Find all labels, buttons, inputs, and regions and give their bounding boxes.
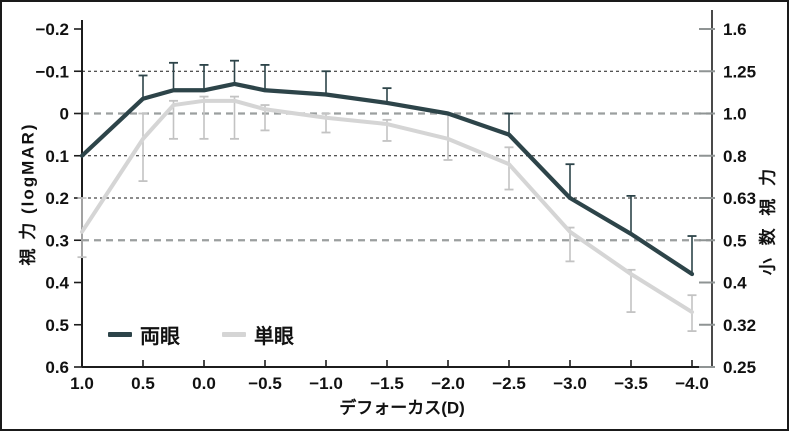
y-left-tick-label: 0.6 [45,358,69,377]
y-axis-right-title: 小 数 視 力 [758,164,778,276]
x-tick-label: −1.5 [370,374,404,393]
y-axis-left-title: 視 力 (logMAR) [18,122,38,266]
x-tick-label: −0.5 [248,374,282,393]
y-right-tick-label: 0.4 [723,274,747,293]
x-tick-label: −2.0 [431,374,465,393]
y-right-tick-label: 1.0 [723,105,747,124]
legend-label-monocular: 単眼 [254,326,294,348]
y-right-tick-label: 1.25 [723,62,756,81]
monocular-line-swatch [222,332,246,337]
x-tick-label: −3.0 [553,374,587,393]
legend-item-binocular: 両眼 [108,320,180,349]
y-left-tick-label: −0.2 [35,20,69,39]
y-right-tick-label: 0.32 [723,316,756,335]
y-left-tick-label: −0.1 [35,62,69,81]
legend-label-binocular: 両眼 [140,326,180,348]
legend-item-monocular: 単眼 [222,320,294,349]
binocular-line [79,81,695,277]
y-right-tick-label: 0.8 [723,147,747,166]
y-left-tick-label: 0.4 [45,274,69,293]
y-right-tick-label: 0.25 [723,358,756,377]
y-left-tick-label: 0.2 [45,189,69,208]
y-left-tick-label: 0.3 [45,231,69,250]
x-axis-title: デフォーカス(D) [339,398,465,418]
monocular-line [80,98,694,315]
legend: 両眼 単眼 [108,320,294,349]
x-tick-label: −4.0 [675,374,709,393]
y-right-tick-label: 1.6 [723,20,747,39]
binocular-line-swatch [108,332,132,337]
y-left-tick-label: 0.5 [45,316,69,335]
y-right-tick-label: 0.5 [723,231,747,250]
y-right-tick-label: 0.63 [723,189,756,208]
x-tick-label: −2.5 [492,374,526,393]
x-tick-label: 1.0 [70,374,94,393]
x-tick-label: 0.5 [131,374,155,393]
y-left-tick-label: 0 [60,105,69,124]
x-tick-label: 0.0 [192,374,216,393]
x-tick-label: −3.5 [614,374,648,393]
y-left-tick-label: 0.1 [45,147,69,166]
x-tick-label: −1.0 [309,374,343,393]
